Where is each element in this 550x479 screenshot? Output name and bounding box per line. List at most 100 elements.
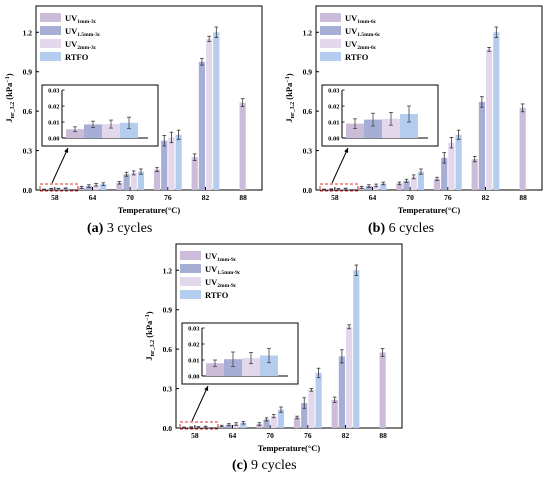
panel-c-ytick-label: 1.2 [163, 266, 173, 275]
panel-a-legend-label: UV1mm-3c [65, 13, 97, 25]
panel-c-inset-arrow [191, 385, 209, 422]
panel-b-legend-label: UV1mm-6c [345, 13, 377, 25]
panel-a-ylabel-sub: nr_3.2 [10, 102, 16, 119]
panel-b-legend-swatch [320, 26, 341, 35]
panel-c-bar [315, 372, 322, 428]
panel-c-legend-swatch [180, 277, 201, 286]
panel-a-xaxis-label: Temperature(°C) [118, 205, 181, 215]
panel-b-legend-swatch [320, 13, 341, 22]
panel-a-legend-swatch [40, 52, 61, 61]
panel-a-inset-bar [120, 122, 138, 138]
panel-a-legend-label: UV2mm-3c [65, 39, 97, 51]
panel-c-legend-swatch [180, 290, 201, 299]
panel-a-bar [198, 61, 205, 190]
panel-a-legend-swatch [40, 26, 61, 35]
panel-b-inset-bar [400, 114, 418, 138]
panel-b-bar [433, 178, 441, 190]
panel-c-inset-ytick-label: 0.01 [188, 358, 199, 365]
panel-b-inset-ytick-label: 0.00 [328, 136, 339, 143]
panel-b-inset-arrow [331, 147, 349, 184]
panel-c-xaxis-label: Temperature(°C) [258, 443, 321, 453]
panel-c-ytick-label: 0.6 [163, 345, 173, 354]
panel-b-bar [455, 134, 462, 190]
panel-a-bar [168, 137, 175, 190]
panel-a-bar [213, 32, 220, 191]
panel-a-ytick-label: 0.0 [23, 186, 33, 195]
panel-c-xtick-label: 70 [266, 431, 274, 440]
panel-a-ylabel-main: J [4, 118, 14, 123]
panel-c-xtick-label: 64 [229, 431, 237, 440]
panel-b-legend-label: UV2mm-6c [345, 39, 377, 51]
panel-b-xaxis-label: Temperature(°C) [398, 205, 461, 215]
panel-b-bar [417, 171, 425, 190]
panel-a-inset-ytick-label: 0.03 [48, 88, 60, 95]
panel-c-bar [263, 419, 270, 428]
panel-c-bar [346, 326, 353, 428]
caption-a-letter: (a) [87, 221, 104, 236]
panel-a-ytick-label: 1.2 [23, 28, 33, 37]
panel-b-ytick-label: 1.2 [303, 28, 313, 37]
panel-a-plot-frame [35, 5, 263, 191]
panel-c-bar [270, 416, 277, 428]
caption-c: (c) 9 cycles [232, 458, 297, 474]
panel-c-ylabel-close: ) [144, 311, 154, 314]
panel-a-bar [175, 134, 182, 190]
panel-b-ytick-label: 0.0 [303, 186, 313, 195]
panel-b-xtick-label: 76 [444, 193, 452, 202]
panel-b-bar [373, 185, 380, 190]
panel-a-bar [239, 102, 246, 190]
panel-b-bar [403, 180, 410, 190]
panel-b-yaxis-label: Jnr_3.2 (kPa−1) [284, 73, 296, 122]
panel-a-inset-ytick-label: 0.02 [48, 104, 59, 111]
panel-c-bar [256, 424, 263, 428]
panel-a-bar [93, 184, 100, 190]
panel-b-bar [478, 101, 485, 190]
panel-c-bar [293, 417, 301, 428]
caption-a-text: 3 cycles [103, 221, 153, 236]
panel-b-xtick-label: 58 [331, 193, 339, 202]
panel-b-bar [448, 142, 455, 190]
panel-c-bar [379, 352, 386, 428]
panel-c-bar [353, 270, 360, 428]
panel-a-ytick-label: 0.6 [23, 107, 33, 116]
panel-a-inset-ytick-label: 0.00 [48, 136, 59, 143]
panel-b-inset-bar [382, 118, 400, 138]
panel-a-xtick-label: 58 [51, 193, 59, 202]
panel-c-highlight-box [179, 421, 219, 430]
panel-c-ylabel-unit: (kPa [144, 320, 154, 340]
panel-a-inset-bar [66, 129, 84, 138]
panel-c-bar [331, 399, 338, 428]
panel-a-inset-ytick-label: 0.01 [48, 120, 59, 127]
panel-b-bar [410, 176, 417, 190]
panel-a-highlight-box [39, 183, 79, 192]
panel-a-ylabel-exp: −1 [5, 76, 11, 82]
panel-a-bar [123, 174, 130, 190]
panel-b-inset-ytick-label: 0.02 [328, 104, 339, 111]
panel-b-bar [519, 107, 526, 190]
panel-b-xtick-label: 82 [482, 193, 490, 202]
panel-c-ylabel-main: J [144, 356, 154, 361]
panel-b-xtick-label: 88 [519, 193, 527, 202]
panel-b-xtick-label: 64 [369, 193, 377, 202]
panel-b-bar [441, 157, 448, 190]
panel-a-bar [137, 171, 145, 190]
panel-c-bar [338, 356, 345, 428]
panel-c-ytick-label: 0.0 [163, 424, 173, 433]
panel-b-bar [471, 159, 478, 190]
panel-a-xtick-label: 70 [126, 193, 134, 202]
caption-a: (a) 3 cycles [87, 221, 152, 237]
panel-b-bar [365, 186, 372, 190]
panel-b-inset-ytick-label: 0.03 [328, 88, 340, 95]
panel-c-yaxis-label: Jnr_3.2 (kPa−1) [144, 311, 156, 360]
panel-a-xtick-label: 88 [239, 193, 247, 202]
panel-c-ytick-label: 0.9 [163, 306, 173, 315]
panel-b-xtick-label: 70 [406, 193, 414, 202]
panel-b-inset-arrowhead [344, 148, 349, 153]
panel-c-legend-label: UV1mm-9c [205, 251, 237, 263]
panel-c-ylabel-sub: nr_3.2 [150, 340, 156, 357]
caption-b-letter: (b) [368, 221, 386, 236]
panel-b-highlight-box [319, 183, 359, 192]
panel-c-legend-label: UV1.5mm-9c [205, 264, 241, 276]
panel-a-ytick-label: 0.9 [23, 68, 33, 77]
panel-b-bar [380, 183, 387, 190]
